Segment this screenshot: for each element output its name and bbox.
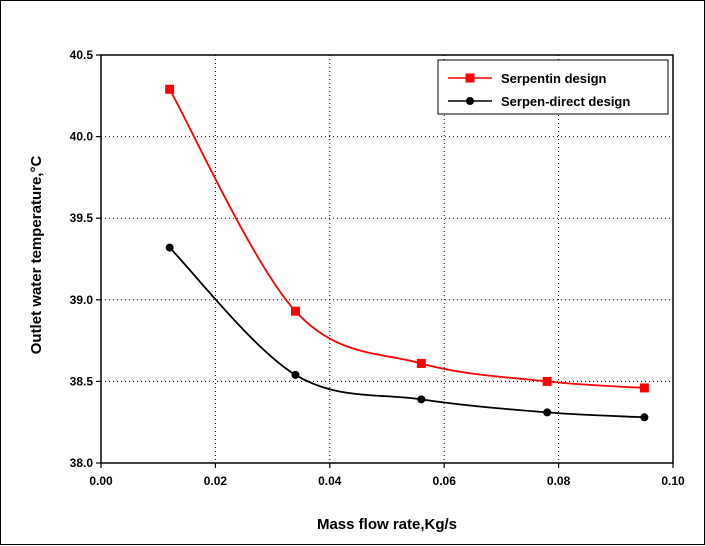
data-point-serpen-direct-design xyxy=(640,413,649,422)
y-tick-label: 40.0 xyxy=(70,130,94,144)
x-tick-label: 0.10 xyxy=(661,474,685,488)
data-point-serpentin-design xyxy=(542,376,552,386)
data-point-serpentin-design xyxy=(290,306,300,316)
legend: Serpentin design Serpen-direct design xyxy=(437,59,669,115)
legend-box xyxy=(437,59,669,115)
data-point-serpentin-design xyxy=(416,358,426,368)
data-point-serpen-direct-design xyxy=(417,395,426,404)
plot-area xyxy=(100,54,674,464)
legend-label-serpentin: Serpentin design xyxy=(501,71,607,86)
axis-ticks: 0.00 0.02 0.04 0.06 0.08 0.10 38.0 38.5 39.0 39.5… xyxy=(70,48,685,488)
data-point-serpen-direct-design xyxy=(291,370,300,379)
legend-label-serpen-direct: Serpen-direct design xyxy=(501,94,630,109)
series-line-serpen-direct-design xyxy=(168,246,645,419)
x-tick-label: 0.08 xyxy=(547,474,571,488)
series-layer xyxy=(165,84,649,422)
data-point-serpen-direct-design xyxy=(543,408,552,417)
x-tick-label: 0.00 xyxy=(89,474,113,488)
series-line-serpentin-design xyxy=(168,88,645,389)
x-tick-label: 0.02 xyxy=(204,474,228,488)
legend-marker-serpentin xyxy=(465,73,475,83)
y-tick-label: 38.5 xyxy=(70,374,94,388)
x-tick-label: 0.04 xyxy=(318,474,342,488)
legend-marker-serpen-direct xyxy=(466,97,474,105)
x-axis-title: Mass flow rate,Kg/s xyxy=(317,516,457,533)
y-tick-label: 39.5 xyxy=(70,211,94,225)
data-point-serpentin-design xyxy=(639,383,649,393)
y-tick-label: 39.0 xyxy=(70,293,94,307)
data-point-serpentin-design xyxy=(165,84,175,94)
x-tick-label: 0.06 xyxy=(433,474,457,488)
y-tick-label: 40.5 xyxy=(70,48,94,62)
data-point-serpen-direct-design xyxy=(165,243,174,252)
y-tick-label: 38.0 xyxy=(70,456,94,470)
grid-lines xyxy=(101,55,673,463)
y-axis-title: Outlet water temperature,°C xyxy=(28,156,45,355)
